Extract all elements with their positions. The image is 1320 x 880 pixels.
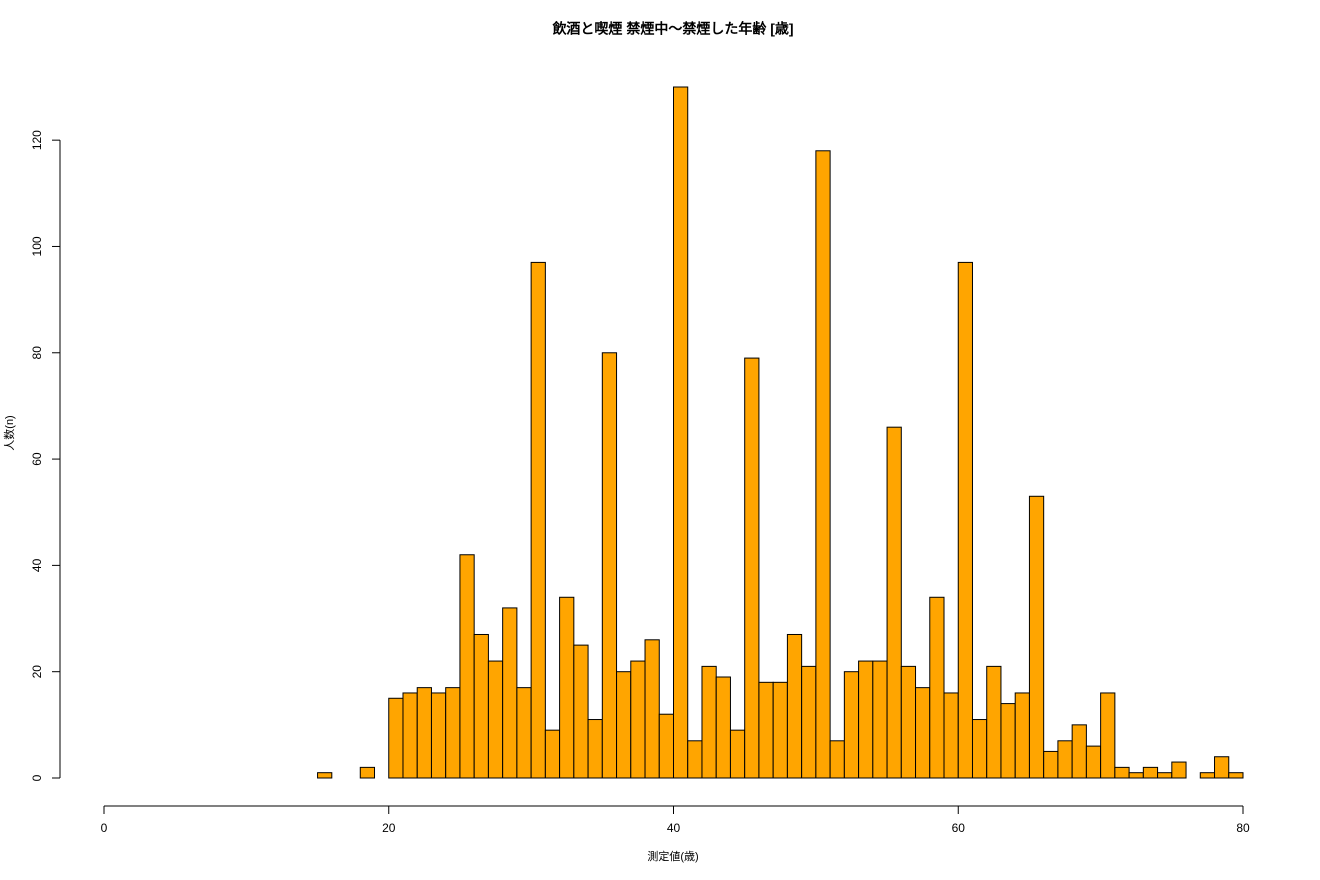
bar	[758, 681, 774, 779]
x-tick-label: 20	[382, 821, 396, 835]
x-tick-label: 60	[952, 821, 966, 835]
bar	[843, 671, 860, 779]
bar	[915, 687, 931, 779]
bar	[815, 150, 831, 779]
bar	[687, 740, 703, 779]
bar	[459, 554, 475, 779]
bar	[1043, 750, 1059, 779]
bar	[402, 692, 418, 779]
bar	[1157, 772, 1173, 779]
bar	[1128, 772, 1144, 779]
bar	[430, 692, 447, 779]
bar	[1114, 766, 1130, 779]
bar	[886, 426, 902, 779]
bar	[473, 633, 489, 779]
bar	[729, 729, 746, 779]
bar	[516, 687, 532, 779]
bar	[416, 687, 432, 779]
bar	[900, 665, 917, 779]
bar	[317, 772, 333, 779]
bar	[929, 596, 945, 779]
bar	[801, 665, 817, 779]
bar	[957, 261, 973, 779]
bar	[573, 644, 589, 779]
y-tick-label: 20	[30, 665, 44, 679]
chart-title: 飲酒と喫煙 禁煙中〜禁煙した年齢 [歳]	[551, 21, 793, 37]
y-tick-label: 120	[30, 130, 44, 150]
bar	[1142, 766, 1159, 779]
x-tick-label: 80	[1236, 821, 1250, 835]
bar	[616, 671, 632, 779]
bar	[772, 681, 788, 779]
bar	[673, 86, 689, 779]
bar	[502, 607, 518, 779]
bar	[943, 692, 959, 779]
bar	[601, 352, 618, 779]
bar	[658, 713, 675, 779]
bar	[1057, 740, 1073, 779]
bar	[872, 660, 888, 779]
bar	[744, 357, 760, 779]
bar	[971, 719, 988, 779]
bar	[1028, 495, 1045, 779]
bar	[630, 660, 646, 779]
bar	[1000, 703, 1016, 779]
y-tick-label: 60	[30, 452, 44, 466]
bar	[445, 687, 461, 779]
bar	[587, 719, 603, 779]
bar	[1214, 756, 1230, 779]
y-axis-label: 人数(n)	[3, 415, 16, 450]
bar	[544, 729, 561, 779]
bar	[487, 660, 504, 779]
x-axis-label: 測定値(歳)	[647, 849, 698, 863]
bar	[559, 596, 575, 779]
bar	[1085, 745, 1102, 779]
bar	[644, 639, 660, 779]
bar	[1100, 692, 1116, 779]
x-tick-label: 0	[101, 821, 108, 835]
y-tick-label: 40	[30, 558, 44, 572]
y-tick-label: 0	[30, 774, 44, 781]
bar	[715, 676, 731, 779]
bar	[829, 740, 845, 779]
bar	[530, 261, 546, 779]
bar	[986, 665, 1002, 779]
bar	[786, 633, 803, 779]
bar	[1228, 772, 1244, 779]
y-tick-label: 80	[30, 346, 44, 360]
bar	[858, 660, 874, 779]
bar	[359, 766, 376, 779]
bar	[388, 697, 404, 779]
bar	[1199, 772, 1216, 779]
bar	[1171, 761, 1187, 779]
bar	[1014, 692, 1030, 779]
x-tick-label: 40	[667, 821, 681, 835]
bar	[1071, 724, 1087, 779]
bar	[701, 665, 717, 779]
y-tick-label: 100	[30, 236, 44, 256]
